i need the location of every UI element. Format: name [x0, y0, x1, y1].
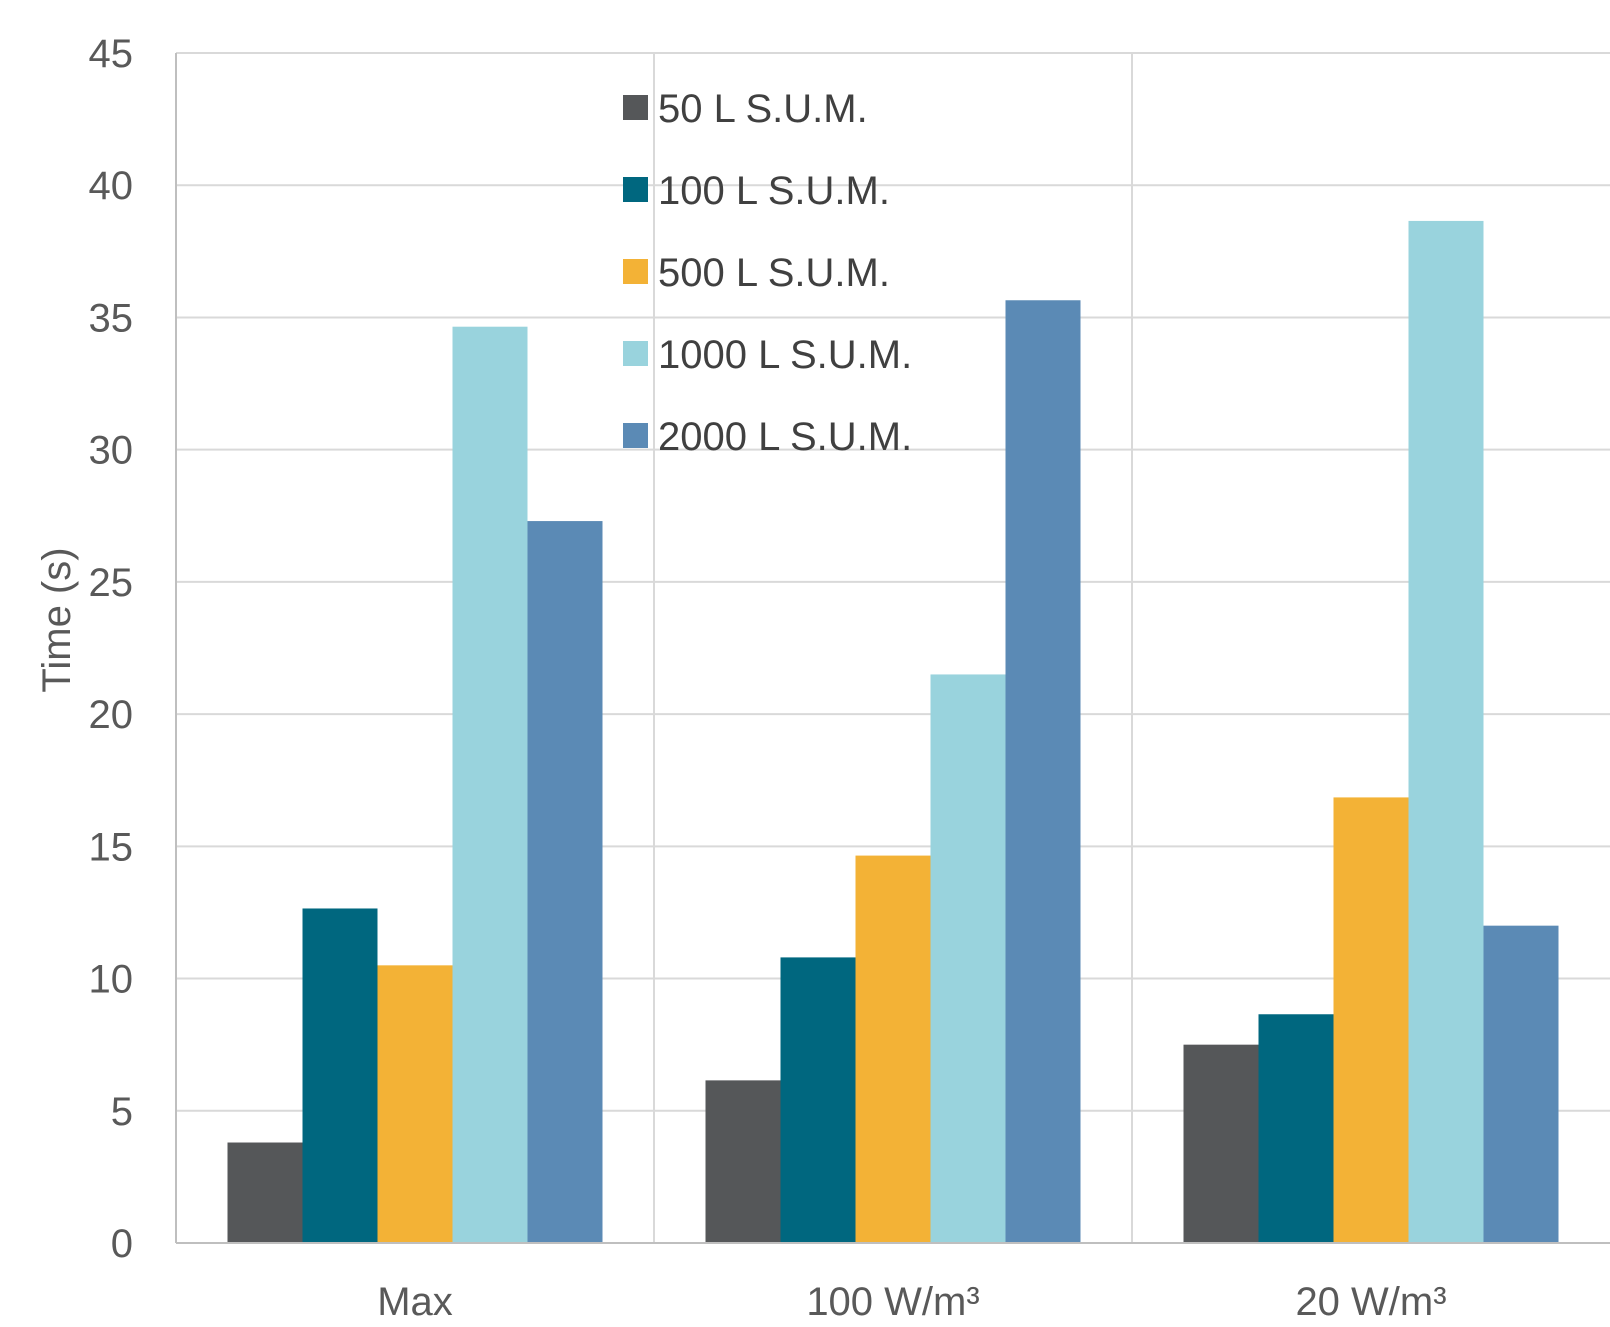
x-tick-label: Max: [377, 1280, 453, 1324]
x-tick-label: 20 W/m³: [1295, 1280, 1446, 1324]
bar: [1005, 300, 1081, 1243]
bar: [452, 326, 528, 1243]
y-tick-label: 5: [111, 1090, 133, 1134]
legend-label: 1000 L S.U.M.: [658, 333, 912, 377]
y-tick-label: 20: [89, 693, 134, 737]
y-tick-label: 40: [89, 164, 134, 208]
bar: [377, 965, 453, 1243]
bar: [855, 855, 931, 1243]
x-tick-labels: Max 100 W/m³ 20 W/m³: [377, 1280, 1446, 1324]
y-tick-label: 10: [89, 958, 134, 1002]
bar: [780, 957, 856, 1243]
y-tick-label: 30: [89, 429, 134, 473]
legend-swatch: [623, 95, 648, 120]
legend-swatch: [623, 341, 648, 366]
y-tick-labels: 0 5 10 15 20 25 30 35 40 45: [89, 32, 134, 1266]
legend-swatch: [623, 423, 648, 448]
x-tick-label: 100 W/m³: [806, 1280, 979, 1324]
legend-label: 50 L S.U.M.: [658, 87, 868, 131]
y-tick-label: 35: [89, 296, 134, 340]
legend-label: 2000 L S.U.M.: [658, 415, 912, 459]
bar: [1333, 797, 1409, 1243]
y-tick-label: 15: [89, 825, 134, 869]
y-tick-label: 25: [89, 561, 134, 605]
bar: [1258, 1014, 1334, 1243]
bar: [1483, 925, 1559, 1243]
bars: [227, 220, 1559, 1243]
legend-label: 100 L S.U.M.: [658, 169, 890, 213]
y-tick-label: 0: [111, 1222, 133, 1266]
legend-swatch: [623, 259, 648, 284]
bar: [302, 908, 378, 1243]
legend: 50 L S.U.M. 100 L S.U.M. 500 L S.U.M. 1000 …: [623, 87, 912, 459]
y-axis-title: Time (s): [35, 547, 79, 692]
legend-swatch: [623, 177, 648, 202]
bar: [527, 521, 603, 1243]
legend-label: 500 L S.U.M.: [658, 251, 890, 295]
bar: [705, 1080, 781, 1243]
bar: [1408, 220, 1484, 1243]
axes: [175, 53, 1610, 1244]
bar: [930, 674, 1006, 1243]
bar: [1183, 1044, 1259, 1243]
y-tick-label: 45: [89, 32, 134, 76]
bar: [227, 1142, 303, 1243]
